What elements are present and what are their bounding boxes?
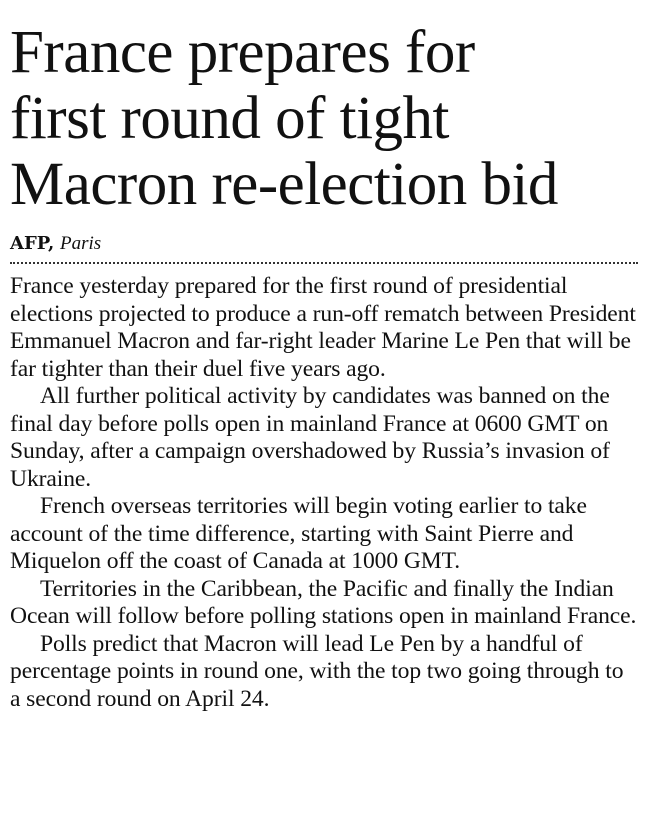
article-body: France yesterday prepared for the first … <box>10 273 638 713</box>
byline-agency: AFP, <box>10 233 55 254</box>
byline-place: Paris <box>59 233 102 254</box>
paragraph-1: France yesterday prepared for the first … <box>10 273 636 382</box>
byline: AFP, Paris <box>10 232 638 256</box>
dotted-divider <box>10 262 638 264</box>
paragraph-2: All further political activity by candid… <box>10 383 610 492</box>
paragraph-5: Polls predict that Macron will lead Le P… <box>10 630 624 712</box>
headline: France prepares for first round of tight… <box>10 19 558 218</box>
paragraph-3: French overseas territories will begin v… <box>10 493 587 574</box>
paragraph-4: Territories in the Caribbean, the Pacifi… <box>10 575 637 630</box>
news-article: France prepares for first round of tight… <box>10 20 638 713</box>
